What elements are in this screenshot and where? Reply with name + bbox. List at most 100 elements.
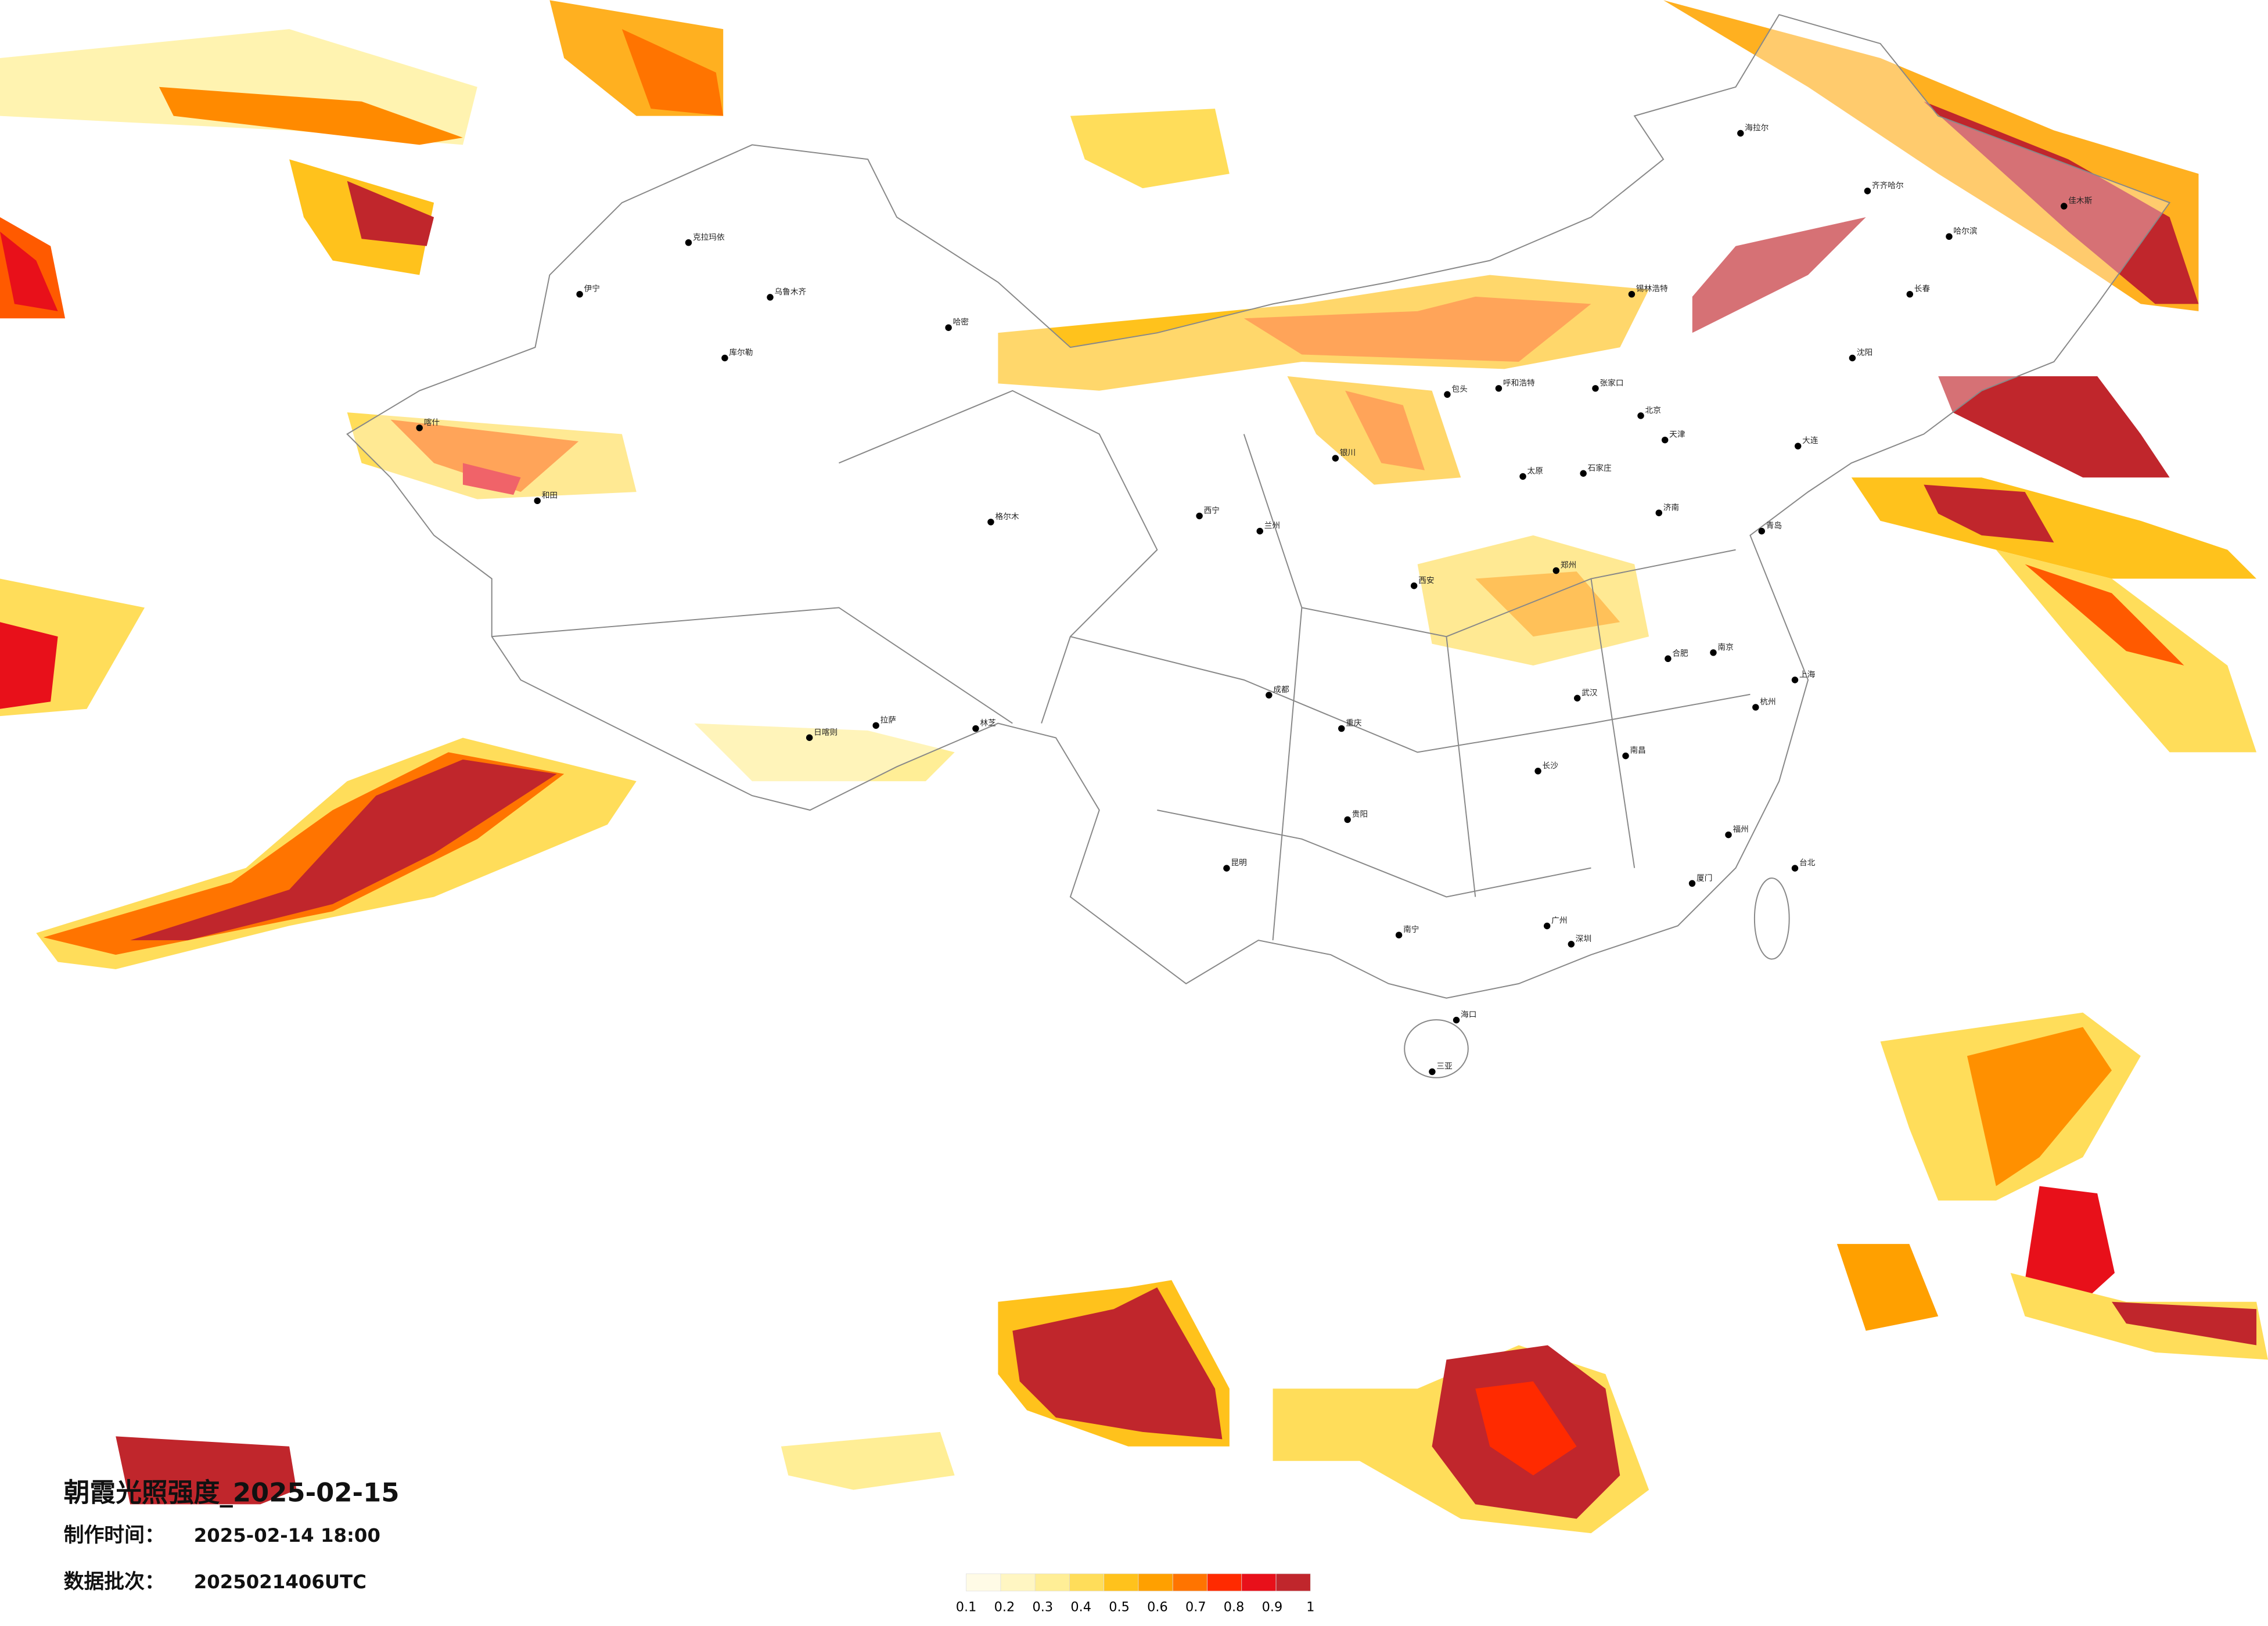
- city-dot: [1688, 880, 1696, 887]
- city-dot: [872, 722, 879, 729]
- field-area: [130, 759, 557, 941]
- city-dot: [1495, 385, 1503, 392]
- city-label: 哈密: [953, 317, 969, 327]
- city-label: 南宁: [1403, 924, 1419, 934]
- field-area: [1070, 109, 1230, 189]
- city-label: 海口: [1461, 1010, 1476, 1020]
- city-label: 合肥: [1672, 649, 1688, 658]
- city-label: 呼和浩特: [1503, 379, 1535, 388]
- city-dot: [576, 290, 583, 298]
- field-area: [621, 29, 724, 116]
- city-dot: [1946, 233, 1953, 240]
- city-label: 哈尔滨: [1953, 226, 1977, 236]
- city-dot: [1752, 704, 1759, 711]
- field-area: [694, 723, 955, 782]
- city-dot: [1344, 816, 1351, 823]
- colorbar-tick: 0.8: [1224, 1600, 1245, 1615]
- city-label: 西宁: [1204, 505, 1220, 515]
- field: [0, 0, 2268, 1534]
- field-area: [0, 231, 58, 311]
- city-label: 西安: [1418, 576, 1434, 585]
- colorbar-swatch: [1138, 1573, 1173, 1592]
- city-dot: [1552, 567, 1560, 574]
- city-dot: [685, 239, 692, 246]
- city-label: 石家庄: [1588, 463, 1612, 473]
- colorbar-swatch: [1207, 1573, 1242, 1592]
- city-dot: [1794, 443, 1802, 449]
- city-label: 郑州: [1561, 561, 1576, 570]
- colorbar-swatch: [1172, 1573, 1207, 1592]
- field-area: [2025, 564, 2184, 665]
- hainan: [1404, 1019, 1469, 1078]
- city-label: 齐齐哈尔: [1872, 181, 1904, 190]
- city-dot: [1410, 582, 1418, 589]
- city-dot: [1628, 290, 1636, 298]
- production-label: 制作时间：: [64, 1524, 165, 1547]
- city-dot: [1661, 436, 1669, 444]
- colorbar: 0.1 0.2 0.3 0.4 0.5 0.6 0.7 0.8 0.9 1: [956, 1573, 1314, 1615]
- city-label: 和田: [542, 491, 558, 500]
- field-area: [1345, 390, 1425, 470]
- city-label: 格尔木: [995, 512, 1019, 521]
- city-dot: [1453, 1016, 1460, 1024]
- city-dot: [1791, 865, 1799, 872]
- field-area: [1243, 296, 1591, 362]
- city-label: 佳木斯: [2068, 196, 2092, 206]
- colorbar-tick: 0.9: [1262, 1600, 1283, 1615]
- city-label: 银川: [1340, 448, 1356, 458]
- city-label: 长沙: [1543, 761, 1559, 771]
- city-label: 重庆: [1346, 719, 1362, 728]
- city-dot: [1655, 509, 1663, 516]
- title: 朝霞光照强度_2025-02-15: [64, 1477, 400, 1508]
- city-label: 厦门: [1696, 873, 1712, 883]
- city-dot: [1196, 512, 1203, 520]
- city-label: 伊宁: [584, 284, 600, 294]
- city-label: 贵阳: [1352, 810, 1368, 819]
- city-dot: [416, 425, 423, 431]
- city-label: 深圳: [1576, 934, 1591, 944]
- city-dot: [1906, 290, 1914, 298]
- field-area: [1938, 376, 2170, 478]
- field-area: [1692, 217, 1866, 333]
- city-dot: [1543, 922, 1551, 930]
- city-label: 武汉: [1582, 688, 1598, 697]
- colorbar-tick: 0.6: [1147, 1600, 1168, 1615]
- colorbar-tick: 0.5: [1109, 1600, 1130, 1615]
- city-label: 张家口: [1600, 378, 1623, 388]
- city-dot: [1580, 470, 1587, 477]
- field-area: [1836, 1244, 1939, 1331]
- field-area: [2025, 1186, 2115, 1302]
- city-dot: [987, 519, 994, 526]
- info: 朝霞光照强度_2025-02-15 制作时间： 2025-02-14 18:00…: [64, 1477, 400, 1593]
- colorbar-swatch: [1069, 1573, 1105, 1592]
- colorbar-tick: 1: [1306, 1600, 1314, 1615]
- city-label: 喀什: [424, 418, 440, 427]
- colorbar-tick: 0.7: [1185, 1600, 1206, 1615]
- field-area: [159, 87, 463, 145]
- field-area: [2112, 1301, 2257, 1346]
- city-dot: [2061, 203, 2068, 210]
- city-dot: [1256, 527, 1263, 535]
- batch-label: 数据批次：: [64, 1570, 165, 1593]
- city-dot: [1574, 695, 1581, 702]
- city-dot: [1395, 931, 1403, 938]
- city-dot: [972, 725, 979, 732]
- city-dot: [721, 354, 728, 362]
- city-label: 台北: [1799, 858, 1816, 868]
- city-dot: [1737, 129, 1744, 137]
- field-area: [1475, 1381, 1577, 1476]
- city-label: 海拉尔: [1745, 124, 1769, 133]
- colorbar-swatch: [1104, 1573, 1139, 1592]
- city-label: 北京: [1645, 406, 1661, 415]
- city-dot: [1864, 188, 1871, 195]
- border: [346, 14, 2171, 999]
- colorbar-swatch: [966, 1573, 1001, 1592]
- taiwan: [1753, 877, 1790, 960]
- city-label: 乌鲁木齐: [774, 287, 806, 297]
- city-dot: [1791, 677, 1799, 684]
- city-dot: [1534, 768, 1541, 775]
- production-time: 2025-02-14 18:00: [194, 1524, 380, 1546]
- colorbar-tick: 0.3: [1033, 1600, 1054, 1615]
